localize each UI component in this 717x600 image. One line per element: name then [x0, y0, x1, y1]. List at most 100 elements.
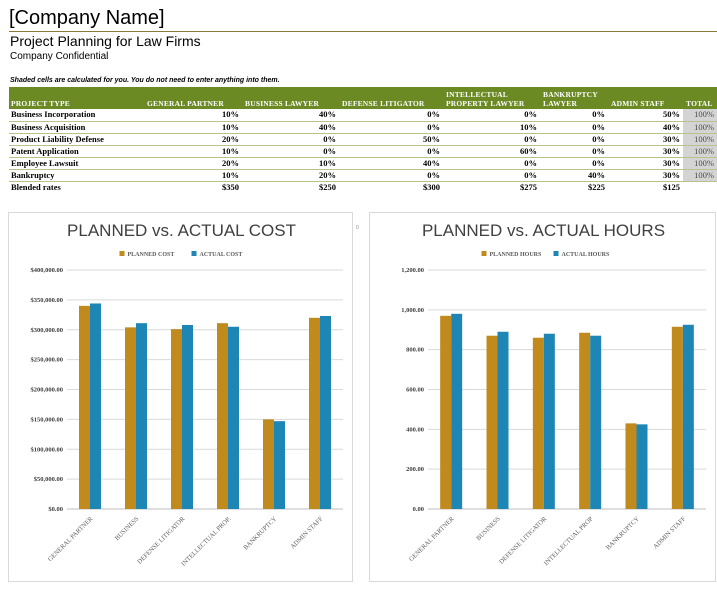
hours-chart-panel[interactable]: PLANNED vs. ACTUAL HOURS PLANNED HOURS ACT…: [369, 212, 716, 582]
project-type-cell[interactable]: Employee Lawsuit: [9, 157, 144, 170]
y-tick-label: 0.00: [413, 506, 424, 513]
bar: [171, 329, 182, 509]
rate-cell[interactable]: $125: [663, 181, 680, 192]
percent-cell[interactable]: 30%: [608, 133, 683, 146]
percent-cell[interactable]: 50%: [608, 109, 683, 122]
percent-cell[interactable]: 10%: [144, 145, 242, 158]
col-header-ip-lawyer[interactable]: INTELLECTUAL PROPERTY LAWYER: [443, 87, 540, 109]
bar: [79, 305, 90, 509]
col-header-admin-staff[interactable]: ADMIN STAFF: [608, 87, 683, 109]
rate-cell[interactable]: $300: [423, 181, 440, 192]
percent-cell[interactable]: 30%: [608, 169, 683, 182]
rate-cell[interactable]: $225: [588, 181, 605, 192]
y-tick-label: $200,000.00: [31, 387, 64, 394]
confidential-label: Company Confidential: [10, 51, 109, 62]
blended-rates-label: Blended rates: [11, 181, 61, 192]
bar: [440, 315, 452, 509]
project-type-cell[interactable]: Product Liability Defense: [9, 133, 144, 146]
y-tick-label: $150,000.00: [31, 416, 64, 423]
bar: [625, 423, 637, 509]
percent-cell[interactable]: 40%: [608, 121, 683, 134]
percent-cell[interactable]: 0%: [242, 145, 339, 158]
col-header-general-partner[interactable]: GENERAL PARTNER: [144, 87, 242, 109]
y-tick-label: $350,000.00: [31, 297, 64, 304]
rate-cell[interactable]: $250: [319, 181, 336, 192]
table-row: Business Incorporation 10% 40% 0% 0% 0% …: [9, 109, 717, 122]
table-row: Bankruptcy 10% 20% 0% 0% 40% 30% 100%: [9, 169, 717, 182]
rate-cell[interactable]: $350: [222, 181, 239, 192]
percent-cell[interactable]: 20%: [144, 157, 242, 170]
percent-cell[interactable]: 30%: [608, 145, 683, 158]
x-tick-label: INTELLECTUAL PROP.: [180, 515, 233, 568]
percent-cell[interactable]: 0%: [540, 157, 608, 170]
percent-cell[interactable]: 0%: [339, 145, 443, 158]
y-tick-label: 1,200.00: [401, 267, 424, 274]
percent-cell[interactable]: 0%: [540, 133, 608, 146]
percent-cell[interactable]: 40%: [242, 121, 339, 134]
cost-chart: PLANNED vs. ACTUAL COST PLANNED COST ACTUA…: [31, 221, 343, 568]
y-tick-label: 600.00: [406, 387, 424, 394]
percent-cell[interactable]: 0%: [443, 133, 540, 146]
x-tick-label: INTELLECTUAL PROP: [543, 515, 595, 567]
title-divider: [9, 31, 717, 32]
bar: [136, 323, 147, 509]
x-tick-label: DEFENSE LITIGATOR: [498, 515, 549, 566]
percent-cell[interactable]: 50%: [339, 133, 443, 146]
col-header-bankruptcy-lawyer[interactable]: BANKRUPTCY LAWYER: [540, 87, 608, 109]
x-tick-label: BUSINESS: [114, 515, 141, 542]
bar: [671, 326, 683, 509]
percent-cell[interactable]: 0%: [540, 109, 608, 122]
x-tick-label: ADMIN STAFF: [652, 515, 687, 550]
chart-title: PLANNED vs. ACTUAL HOURS: [422, 221, 665, 240]
cost-chart-panel[interactable]: PLANNED vs. ACTUAL COST PLANNED COST ACTUA…: [8, 212, 353, 582]
table-header-row: PROJECT TYPE GENERAL PARTNER BUSINESS LA…: [9, 87, 717, 109]
y-tick-label: 1,000.00: [401, 307, 424, 314]
blended-rates-row: Blended rates $350 $250 $300 $275 $225 $…: [9, 181, 717, 193]
percent-cell[interactable]: 40%: [339, 157, 443, 170]
percent-cell[interactable]: 0%: [242, 133, 339, 146]
project-type-cell[interactable]: Business Incorporation: [9, 109, 144, 122]
percent-cell[interactable]: 0%: [443, 169, 540, 182]
bar: [497, 331, 509, 509]
percent-cell[interactable]: 0%: [339, 169, 443, 182]
rate-cell[interactable]: $275: [520, 181, 537, 192]
project-type-cell[interactable]: Bankruptcy: [9, 169, 144, 182]
percent-cell[interactable]: 60%: [443, 145, 540, 158]
hours-chart: PLANNED vs. ACTUAL HOURS PLANNED HOURS ACT…: [401, 221, 706, 567]
col-header-total[interactable]: TOTAL: [683, 87, 717, 109]
total-cell: 100%: [683, 109, 717, 122]
bar: [263, 419, 274, 509]
percent-cell[interactable]: 20%: [144, 133, 242, 146]
bar: [543, 333, 555, 509]
percent-cell[interactable]: 40%: [540, 169, 608, 182]
percent-cell[interactable]: 0%: [540, 145, 608, 158]
percent-cell[interactable]: 0%: [339, 109, 443, 122]
x-tick-label: GENERAL PARTNER: [408, 515, 456, 563]
project-type-cell[interactable]: Business Acquisition: [9, 121, 144, 134]
percent-cell[interactable]: 20%: [242, 169, 339, 182]
legend-label: PLANNED HOURS: [490, 252, 543, 258]
y-tick-label: $100,000.00: [31, 446, 64, 453]
percent-cell[interactable]: 10%: [144, 109, 242, 122]
percent-cell[interactable]: 10%: [443, 121, 540, 134]
percent-cell[interactable]: 10%: [144, 121, 242, 134]
col-header-defense-litigator[interactable]: DEFENSE LITIGATOR: [339, 87, 443, 109]
bar: [451, 313, 463, 509]
bar: [486, 335, 498, 509]
percent-cell[interactable]: 10%: [144, 169, 242, 182]
percent-cell[interactable]: 0%: [339, 121, 443, 134]
legend-swatch: [191, 251, 197, 256]
percent-cell[interactable]: 30%: [608, 157, 683, 170]
company-name: [Company Name]: [9, 7, 165, 29]
percent-cell[interactable]: 0%: [443, 157, 540, 170]
percent-cell[interactable]: 0%: [540, 121, 608, 134]
bar: [228, 326, 239, 509]
project-type-cell[interactable]: Patent Application: [9, 145, 144, 158]
total-cell: 100%: [683, 169, 717, 182]
col-header-project-type[interactable]: PROJECT TYPE: [9, 87, 144, 109]
percent-cell[interactable]: 0%: [443, 109, 540, 122]
bar: [590, 335, 602, 509]
percent-cell[interactable]: 10%: [242, 157, 339, 170]
percent-cell[interactable]: 40%: [242, 109, 339, 122]
col-header-business-lawyer[interactable]: BUSINESS LAWYER: [242, 87, 339, 109]
